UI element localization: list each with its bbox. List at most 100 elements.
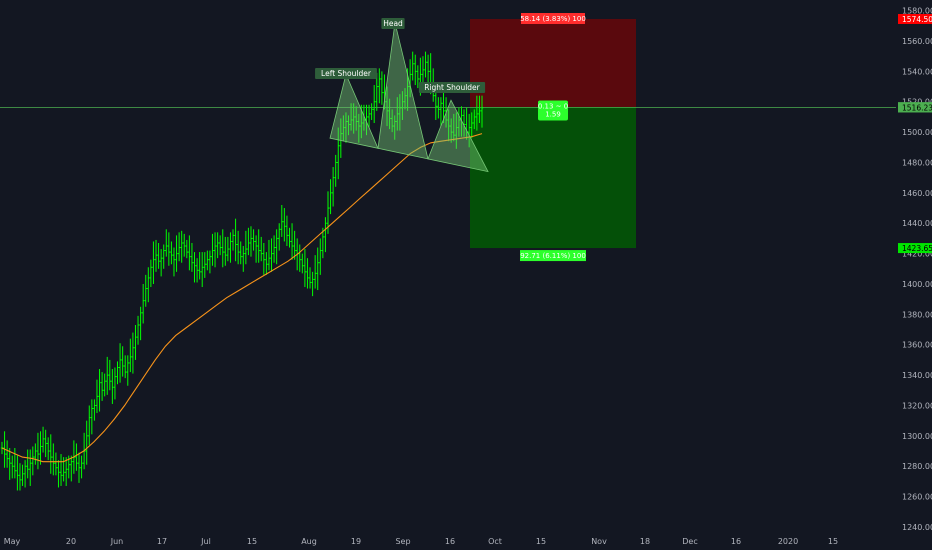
candle-bar <box>229 232 232 263</box>
candle-bar <box>180 230 183 263</box>
candle-bar <box>306 258 309 289</box>
candle-bar <box>144 274 147 307</box>
candle-bar <box>159 249 163 277</box>
candle-bar <box>339 118 343 158</box>
y-tick-label: 1380.00 <box>902 310 932 319</box>
candle-bar <box>337 127 340 180</box>
candle-bar <box>324 217 327 253</box>
candle-bar <box>355 106 358 131</box>
x-tick-label: Nov <box>591 537 607 546</box>
candle-bar <box>329 179 332 215</box>
candle-bar <box>437 97 440 119</box>
x-tick-label: Dec <box>682 537 697 546</box>
candle-bar <box>23 460 27 488</box>
candle-bar <box>185 239 189 259</box>
candle-bar <box>231 229 235 251</box>
candle-bar <box>124 355 127 379</box>
x-tick-label: 16 <box>731 537 741 546</box>
x-tick-label: 16 <box>445 537 455 546</box>
candle-bar <box>411 51 414 81</box>
candle-bar <box>121 346 124 377</box>
candle-bar <box>18 463 22 491</box>
right-shoulder-label-bg <box>418 82 486 93</box>
candle-bar <box>275 229 278 265</box>
risk-reward-line2: 1.59 <box>545 110 561 118</box>
candle-bar <box>283 208 286 242</box>
candle-bar <box>126 355 129 386</box>
left-shoulder-label: Left Shoulder <box>321 69 372 78</box>
y-tick-label: 1260.00 <box>902 493 932 502</box>
right-shoulder-triangle[interactable] <box>427 99 489 173</box>
candle-bar <box>85 420 88 465</box>
head-triangle[interactable] <box>377 22 429 160</box>
candle-bar <box>224 236 227 266</box>
stop-loss-zone[interactable] <box>470 18 636 108</box>
candle-bar <box>301 253 304 274</box>
price-badge-label: 1423.65 <box>902 244 932 253</box>
candle-bar <box>226 236 230 262</box>
left-shoulder-triangle[interactable] <box>329 73 379 149</box>
candle-bar <box>88 405 91 445</box>
candle-bar <box>475 95 479 131</box>
candle-bar <box>403 88 407 110</box>
candle-bar <box>344 112 348 143</box>
candle-bar <box>362 104 366 131</box>
candle-bar <box>64 457 68 486</box>
candle-bar <box>190 242 194 272</box>
candle-bar <box>93 399 96 421</box>
price-badge-label: 1574.50 <box>902 15 932 24</box>
candle-bar <box>467 113 471 148</box>
price-badge <box>898 243 932 254</box>
candle-bar <box>370 103 373 120</box>
y-tick-label: 1440.00 <box>902 219 932 228</box>
candle-bar <box>198 252 201 280</box>
candle-bar <box>239 241 242 265</box>
candle-bar <box>398 94 402 131</box>
candle-bar <box>334 154 337 187</box>
candle-bar <box>21 464 24 486</box>
candle-bar <box>396 97 399 131</box>
candle-bar <box>390 109 394 133</box>
candle-bar <box>234 218 237 262</box>
candle-bar <box>70 455 73 482</box>
candle-bar <box>116 361 119 385</box>
y-tick-label: 1460.00 <box>902 189 932 198</box>
candle-bar <box>262 242 266 275</box>
candle-bar <box>13 447 17 479</box>
candle-bar <box>5 440 9 468</box>
candle-bar <box>136 315 140 345</box>
candle-bar <box>188 235 191 271</box>
candle-bar <box>252 229 255 251</box>
candle-bar <box>39 431 42 465</box>
candle-bar <box>131 332 135 374</box>
candle-bar <box>8 447 11 480</box>
candle-bar <box>378 68 381 104</box>
take-profit-zone[interactable] <box>470 107 636 249</box>
candle-bar <box>206 250 209 271</box>
candle-bar <box>108 359 112 391</box>
candle-bar <box>177 232 181 262</box>
candle-bar <box>36 432 40 470</box>
candle-bar <box>249 226 253 257</box>
candle-bar <box>372 85 376 124</box>
y-tick-label: 1540.00 <box>902 67 932 76</box>
candle-bar <box>29 449 32 486</box>
candle-bar <box>331 167 335 207</box>
candle-bar <box>285 215 289 247</box>
candle-bar <box>349 103 353 131</box>
candle-bar <box>147 267 150 303</box>
candle-bar <box>265 252 268 275</box>
moving-average-line <box>1 133 483 463</box>
candle-bar <box>218 235 222 256</box>
x-tick-label: 19 <box>351 537 361 546</box>
candle-bar <box>49 434 52 474</box>
candle-bar <box>44 429 47 458</box>
candle-bar <box>103 373 106 397</box>
candle-bar <box>41 426 45 453</box>
y-tick-label: 1580.00 <box>902 7 932 16</box>
candle-bar <box>113 367 117 400</box>
x-tick-label: Sep <box>395 537 410 546</box>
candle-bar <box>77 452 81 483</box>
